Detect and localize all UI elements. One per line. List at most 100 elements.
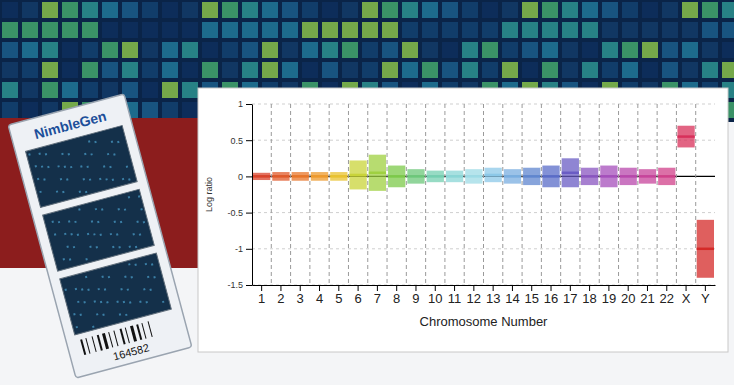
pane-speck [85, 191, 87, 193]
array-spot [622, 42, 638, 58]
array-spot [142, 62, 158, 78]
pane-speck [66, 178, 68, 180]
array-spot [202, 2, 218, 18]
array-spot [222, 22, 238, 38]
x-tick: 16 [544, 285, 558, 306]
pane-speck [80, 165, 82, 167]
pane-speck [101, 275, 103, 277]
x-tick-mark [531, 285, 532, 291]
array-spot [642, 42, 658, 58]
x-tick-label: 2 [277, 291, 284, 306]
y-tick-label: -1.5 [227, 280, 243, 290]
grid-line-x [444, 104, 445, 285]
pane-speck [117, 141, 119, 143]
pane-speck [145, 301, 147, 303]
array-spot [262, 22, 278, 38]
array-spot [242, 42, 258, 58]
grid-line-x [560, 104, 561, 285]
array-spot [22, 62, 38, 78]
array-spot [462, 2, 478, 18]
array-spot [482, 22, 498, 38]
mean-line [349, 174, 366, 177]
array-spot [602, 22, 618, 38]
range-band [697, 220, 714, 278]
array-spot [42, 62, 58, 78]
y-tick: -1.5 [227, 280, 252, 290]
x-tick-label: 17 [563, 291, 577, 306]
array-spot [642, 2, 658, 18]
pane-speck [73, 313, 75, 315]
array-spot [142, 82, 158, 98]
pane-speck [109, 166, 111, 168]
pane-speck [63, 258, 65, 260]
mean-line [292, 175, 309, 178]
range-band [658, 168, 675, 185]
y-tick: 0 [238, 172, 252, 182]
array-spot [282, 22, 298, 38]
pane-speck [112, 179, 114, 181]
array-spot [182, 42, 198, 58]
array-spot [582, 22, 598, 38]
y-tick: -1 [235, 244, 252, 254]
pane-speck [128, 178, 130, 180]
x-tick: 14 [505, 285, 519, 306]
x-tick-label: 9 [412, 291, 419, 306]
grid-line-y [252, 285, 715, 286]
pane-speck [89, 178, 91, 180]
pane-speck [85, 276, 87, 278]
pane-speck [134, 264, 136, 266]
pane-speck [143, 288, 145, 290]
pane-speck [97, 221, 99, 223]
x-tick-label: 15 [524, 291, 538, 306]
x-tick: 17 [563, 285, 577, 306]
pane-speck [117, 208, 119, 210]
mean-line [311, 175, 328, 178]
pane-speck [79, 190, 81, 192]
array-spot [302, 42, 318, 58]
pane-speck [100, 301, 102, 303]
pane-speck [38, 153, 40, 155]
pane-speck [132, 233, 134, 235]
x-tick-mark [608, 285, 609, 291]
mean-line [465, 175, 482, 178]
array-spot [62, 42, 78, 58]
array-spot [182, 22, 198, 38]
mean-line [407, 175, 424, 178]
grid-line-x [329, 104, 330, 285]
pane-speck [96, 313, 98, 315]
mean-line [330, 175, 347, 178]
array-spot [162, 2, 178, 18]
array-spot [382, 2, 398, 18]
array-spot [542, 22, 558, 38]
x-tick-mark [377, 285, 378, 291]
pane-speck [126, 165, 128, 167]
array-spot [62, 22, 78, 38]
array-spot [302, 62, 318, 78]
array-spot [662, 2, 678, 18]
barcode-bar [136, 324, 142, 340]
x-tick-label: X [682, 291, 691, 306]
array-spot [702, 22, 718, 38]
array-spot [662, 22, 678, 38]
array-spot [342, 2, 358, 18]
y-axis-title: Log ratio [204, 177, 214, 212]
range-band [292, 172, 309, 181]
array-spot [682, 62, 698, 78]
pane-speck [87, 233, 89, 235]
x-tick-mark [415, 285, 416, 291]
pane-speck [70, 233, 72, 235]
array-spot [42, 2, 58, 18]
range-band [562, 158, 579, 187]
barcode-bar [97, 335, 103, 351]
array-spot [582, 62, 598, 78]
array-spot [282, 2, 298, 18]
array-spot [362, 62, 378, 78]
figure: 12345678910111213141516171819202122XY-1.… [0, 0, 734, 385]
pane-speck [57, 165, 59, 167]
pane-speck [56, 190, 58, 192]
array-spot [222, 62, 238, 78]
array-spot [262, 42, 278, 58]
array-spot [722, 42, 734, 58]
x-tick: 8 [393, 285, 400, 306]
pane-speck [119, 313, 121, 315]
